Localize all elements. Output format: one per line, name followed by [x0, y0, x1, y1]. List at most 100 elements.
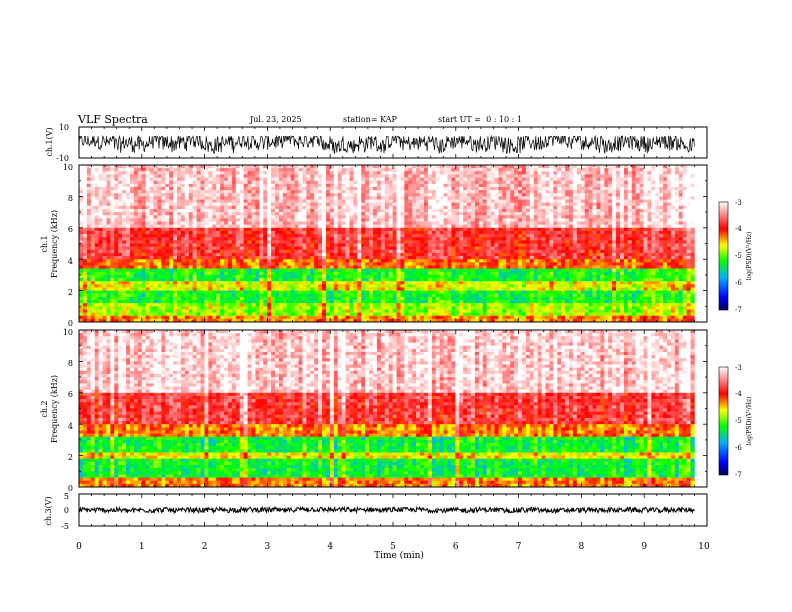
spectrogram-cell [514, 190, 519, 194]
spectrogram-cell [337, 168, 342, 172]
spectrogram-cell [404, 215, 409, 219]
spectrogram-cell [325, 212, 331, 216]
spectrogram-cell [682, 205, 687, 210]
spectrogram-cell [357, 199, 362, 203]
spectrogram-cell [533, 249, 538, 254]
spectrogram-cell [623, 183, 629, 188]
spectrogram-cell [306, 165, 311, 169]
spectrogram-cell [294, 240, 299, 244]
spectrogram-cell [278, 165, 284, 169]
spectrogram-cell [231, 165, 237, 169]
spectrogram-cell [114, 243, 119, 247]
spectrogram-cell [102, 183, 107, 188]
spectrogram-cell [94, 252, 99, 257]
spectrogram-cell [369, 193, 374, 197]
spectrogram-cell [502, 224, 507, 229]
spectrogram-cell [298, 224, 303, 229]
spectrogram-cell [467, 202, 472, 207]
spectrogram-cell [333, 237, 339, 241]
spectrogram-cell [502, 230, 507, 235]
spectrogram-cell [533, 240, 538, 244]
spectrogram-cell [271, 168, 276, 172]
spectrogram-cell [177, 212, 182, 216]
spectrogram-cell [365, 193, 370, 197]
spectrogram-cell [572, 227, 578, 232]
spectrogram-cell [467, 218, 472, 222]
spectrogram-cell [674, 180, 680, 185]
spectrogram-cell [514, 174, 519, 178]
spectrogram-cell [263, 186, 268, 191]
spectrogram-cell [392, 183, 397, 188]
spectrogram-cell [278, 202, 284, 207]
spectrogram-cell [459, 230, 464, 235]
spectrogram-cell [90, 205, 95, 210]
spectrogram-cell [596, 227, 601, 232]
spectrogram-cell [373, 186, 378, 191]
spectrogram-cell [153, 208, 158, 213]
spectrogram-cell [102, 218, 107, 222]
spectrogram-cell [569, 177, 574, 181]
spectrogram-cell [690, 259, 695, 263]
spectrogram-cell [231, 259, 237, 263]
spectrogram-cell [588, 243, 593, 247]
spectrogram-cell [561, 205, 566, 210]
spectrogram-cell [184, 168, 190, 172]
spectrogram-cell [404, 259, 409, 263]
spectrogram-cell [545, 199, 550, 203]
spectrogram-cell [521, 177, 527, 181]
spectrogram-cell [251, 249, 256, 254]
spectrogram-cell [341, 240, 346, 244]
spectrogram-cell [498, 199, 503, 203]
spectrogram-cell [200, 171, 205, 175]
spectrogram-cell [290, 218, 295, 222]
spectrogram-cell [608, 208, 613, 213]
spectrogram-cell [588, 252, 593, 257]
spectrogram-cell [282, 183, 288, 188]
spectrogram-cell [224, 215, 229, 219]
spectrogram-cell [208, 168, 213, 172]
spectrogram-cell [325, 186, 331, 191]
spectrogram-cell [600, 237, 605, 241]
spectrogram-cell [423, 221, 429, 225]
spectrogram-cell [110, 230, 115, 235]
spectrogram-cell [400, 180, 405, 185]
spectrogram-cell [510, 243, 515, 247]
spectrogram-cell [561, 218, 566, 222]
spectrogram-cell [263, 221, 268, 225]
spectrogram-cell [635, 177, 640, 181]
spectrogram-cell [619, 215, 625, 219]
spectrogram-cell [102, 215, 107, 219]
spectrogram-cell [365, 199, 370, 203]
spectrogram-cell [216, 240, 221, 244]
spectrogram-cell [208, 256, 213, 260]
spectrogram-cell [576, 196, 582, 200]
spectrogram-cell [353, 190, 358, 194]
spectrogram-cell [90, 252, 95, 257]
spectrogram-cell [459, 224, 464, 229]
spectrogram-cell [439, 190, 444, 194]
spectrogram-cell [188, 246, 193, 251]
spectrogram-cell [126, 174, 131, 178]
spectrogram-cell [243, 221, 248, 225]
spectrogram-cell [549, 190, 554, 194]
spectrogram-cell [514, 193, 519, 197]
spectrogram-cell [514, 165, 519, 169]
spectrogram-cell [376, 212, 382, 216]
spectrogram-cell [553, 199, 558, 203]
spectrogram-cell [325, 177, 331, 181]
spectrogram-cell [165, 165, 170, 169]
spectrogram-cell [427, 227, 433, 232]
spectrogram-cell [137, 246, 143, 251]
spectrogram-cell [416, 256, 421, 260]
spectrogram-cell [463, 249, 468, 254]
spectrogram-cell [353, 168, 358, 172]
spectrogram-cell [670, 240, 676, 244]
spectrogram-cell [427, 230, 433, 235]
spectrogram-cell [145, 205, 150, 210]
spectrogram-cell [235, 262, 241, 266]
spectrogram-cell [133, 221, 139, 225]
spectrogram-cell [557, 249, 562, 254]
spectrogram-cell [177, 246, 182, 251]
spectrogram-cell [239, 196, 244, 200]
spectrogram-cell [619, 193, 625, 197]
